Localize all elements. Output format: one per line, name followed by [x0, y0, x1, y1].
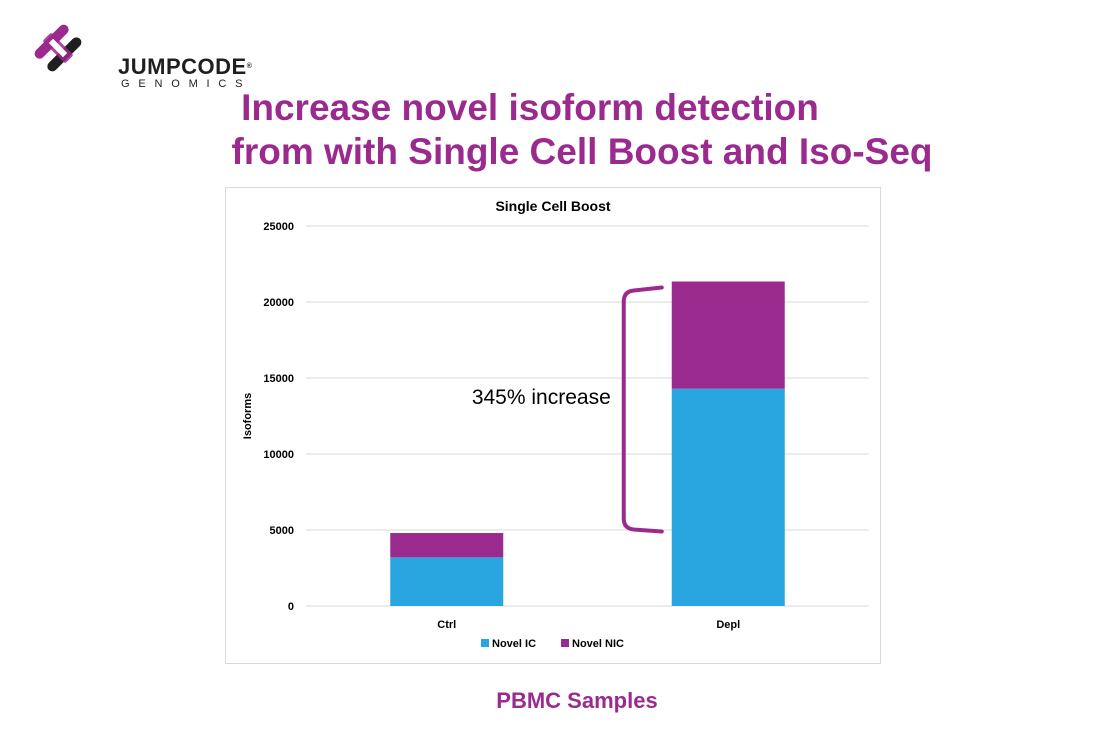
- y-tick-label: 20000: [263, 297, 294, 309]
- chart-title: Single Cell Boost: [495, 198, 610, 214]
- bar-depl-novel-ic: [671, 388, 785, 606]
- increase-bracket: [621, 285, 664, 534]
- headline-line-1: Increase novel isoform detection: [241, 87, 819, 128]
- y-tick-label: 25000: [263, 221, 294, 233]
- y-tick-label: 0: [288, 601, 294, 613]
- legend-label: Novel NIC: [572, 638, 624, 650]
- y-tick-label: 10000: [263, 449, 294, 461]
- x-tick-label: Depl: [716, 619, 740, 631]
- y-tick-label: 5000: [270, 525, 294, 537]
- headline-line-2: from with Single Cell Boost and Iso-Seq: [231, 131, 933, 172]
- legend-swatch-novel-nic: [561, 639, 569, 647]
- page-headline: Increase novel isoform detection from wi…: [0, 86, 1104, 174]
- x-tick-label: Ctrl: [437, 619, 456, 631]
- logo-subtitle: GENOMICS: [121, 78, 252, 90]
- logo-wordmark: JUMPCODE®: [118, 54, 253, 79]
- footer-caption: PBMC Samples: [496, 688, 658, 713]
- bar-ctrl-novel-ic: [390, 557, 504, 606]
- bar-depl-novel-nic: [671, 281, 785, 389]
- chart-frame: Single Cell Boost 0 5000 10000 15000 20000 250…: [225, 187, 881, 664]
- y-tick-label: 15000: [263, 373, 294, 385]
- jumpcode-logo: JUMPCODE® GENOMICS: [30, 20, 270, 90]
- jumpcode-logo-mark-icon: [34, 24, 82, 72]
- y-axis-label: Isoforms: [242, 393, 254, 439]
- bar-ctrl-novel-nic: [390, 533, 504, 558]
- legend-label: Novel IC: [492, 638, 536, 650]
- increase-annotation: 345% increase: [472, 386, 611, 409]
- stacked-bar-chart: Single Cell Boost 0 5000 10000 15000 20000 250…: [242, 198, 869, 650]
- legend-swatch-novel-ic: [481, 639, 489, 647]
